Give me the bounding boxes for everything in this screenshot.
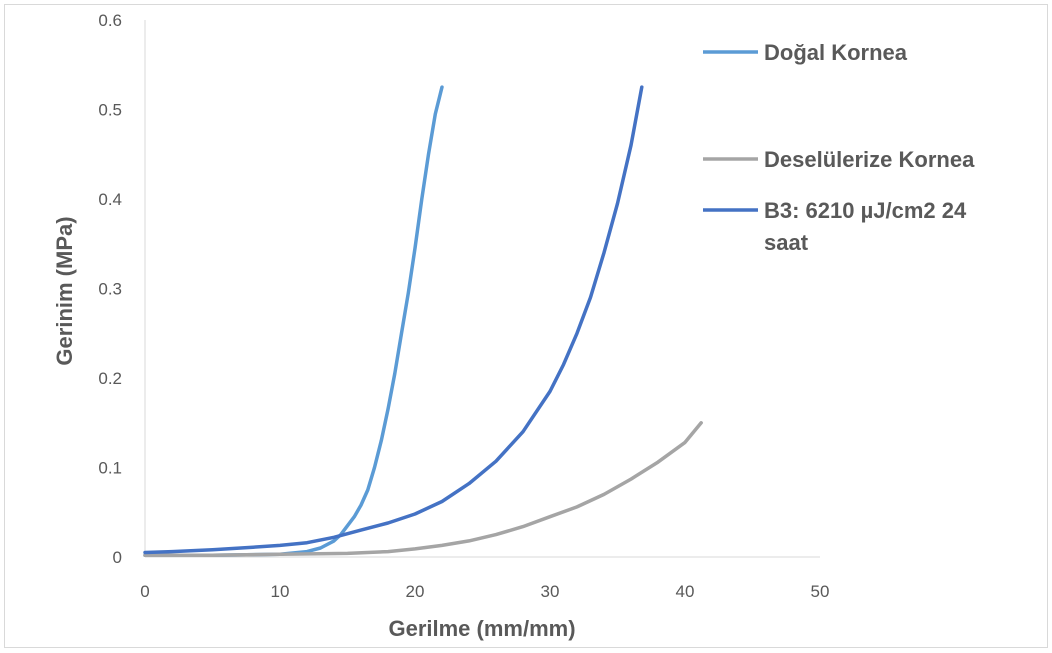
x-tick-label: 20 — [406, 582, 425, 601]
series-line-1 — [143, 85, 444, 557]
legend-label-2: Deselülerize Kornea — [764, 147, 975, 172]
y-axis-title: Gerinim (MPa) — [52, 216, 77, 365]
chart-frame — [4, 4, 1048, 648]
series-layer — [143, 85, 703, 557]
y-tick-label: 0.1 — [98, 459, 122, 478]
y-tick-labels: 0 0.1 0.2 0.3 0.4 0.5 0.6 — [98, 11, 122, 567]
x-axis-title: Gerilme (mm/mm) — [388, 616, 575, 641]
legend-label-1: Doğal Kornea — [764, 40, 908, 65]
x-tick-label: 0 — [140, 582, 149, 601]
legend: Doğal Kornea Deselülerize Kornea B3: 6210 … — [703, 40, 975, 255]
y-tick-label: 0.4 — [98, 190, 122, 209]
y-tick-label: 0.6 — [98, 11, 122, 30]
x-tick-label: 10 — [271, 582, 290, 601]
plot-area — [144, 20, 820, 558]
x-tick-label: 50 — [811, 582, 830, 601]
y-tick-label: 0 — [113, 548, 122, 567]
x-tick-label: 40 — [676, 582, 695, 601]
x-tick-label: 30 — [541, 582, 560, 601]
legend-label-3: B3: 6210 µJ/cm2 24 saat — [764, 198, 967, 255]
series-line-2 — [143, 421, 703, 557]
y-tick-label: 0.5 — [98, 101, 122, 120]
series-line-3 — [143, 85, 644, 555]
x-tick-labels: 0 10 20 30 40 50 — [140, 582, 829, 601]
y-tick-label: 0.3 — [98, 280, 122, 299]
y-tick-label: 0.2 — [98, 369, 122, 388]
